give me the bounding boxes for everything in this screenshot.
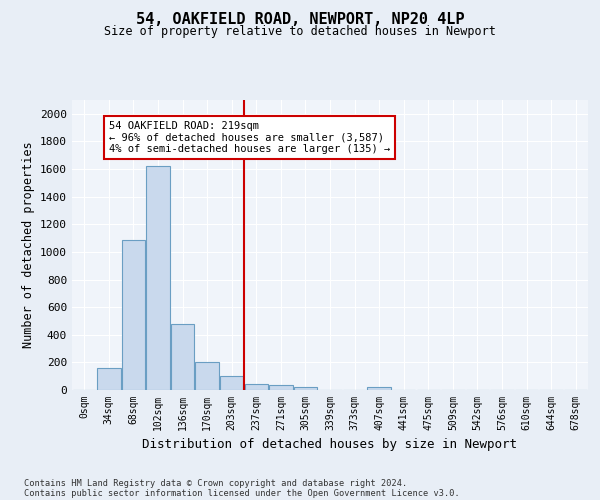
Bar <box>97 368 121 390</box>
Bar <box>122 240 145 390</box>
Bar <box>146 166 170 390</box>
Bar <box>269 385 293 390</box>
Y-axis label: Number of detached properties: Number of detached properties <box>22 142 35 348</box>
Text: Contains public sector information licensed under the Open Government Licence v3: Contains public sector information licen… <box>24 488 460 498</box>
Text: 54 OAKFIELD ROAD: 219sqm
← 96% of detached houses are smaller (3,587)
4% of semi: 54 OAKFIELD ROAD: 219sqm ← 96% of detach… <box>109 120 390 154</box>
Bar <box>294 386 317 390</box>
Bar <box>196 362 219 390</box>
Bar <box>220 376 244 390</box>
Bar <box>367 387 391 390</box>
X-axis label: Distribution of detached houses by size in Newport: Distribution of detached houses by size … <box>143 438 517 452</box>
Text: Size of property relative to detached houses in Newport: Size of property relative to detached ho… <box>104 25 496 38</box>
Bar <box>245 384 268 390</box>
Text: Contains HM Land Registry data © Crown copyright and database right 2024.: Contains HM Land Registry data © Crown c… <box>24 478 407 488</box>
Text: 54, OAKFIELD ROAD, NEWPORT, NP20 4LP: 54, OAKFIELD ROAD, NEWPORT, NP20 4LP <box>136 12 464 28</box>
Bar <box>171 324 194 390</box>
